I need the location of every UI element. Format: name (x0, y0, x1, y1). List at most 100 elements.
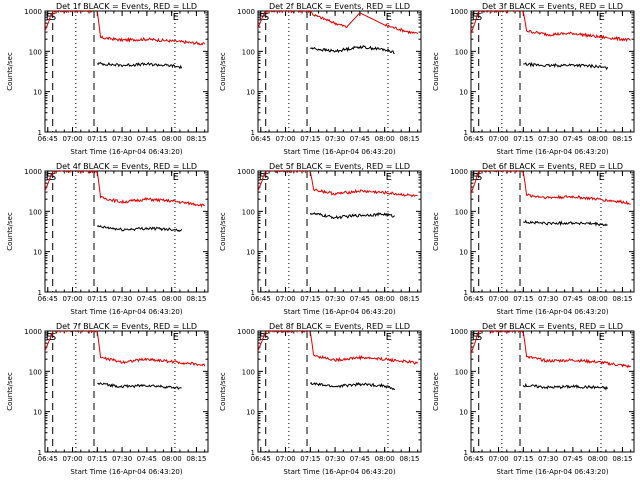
x-tick-label: 08:00 (588, 295, 608, 303)
x-axis-label: Start Time (16-Apr-04 06:43:20) (496, 468, 608, 476)
x-axis-label: Start Time (16-Apr-04 06:43:20) (70, 468, 182, 476)
y-axis-label: Counts/sec (432, 212, 440, 251)
lld-series-line (471, 11, 631, 43)
lld-series-line (471, 171, 631, 205)
chart-title: Det 6f BLACK = Events, RED = LLD (482, 162, 623, 171)
y-tick-label: 1 (251, 289, 255, 297)
x-axis-label: Start Time (16-Apr-04 06:43:20) (496, 148, 608, 156)
x-tick-label: 06:45 (38, 455, 58, 463)
y-tick-label: 1 (464, 449, 468, 457)
y-axis-label: Counts/sec (219, 212, 227, 251)
x-tick-label: 07:00 (275, 135, 295, 143)
x-tick-label: 07:45 (563, 295, 583, 303)
segment-marker: S (263, 172, 269, 183)
x-tick-label: 07:00 (488, 135, 508, 143)
x-tick-label: 08:15 (399, 295, 419, 303)
y-axis-label: Counts/sec (6, 52, 14, 91)
detector-chart-4: Det 4f BLACK = Events, RED = LLD Counts/s… (6, 162, 209, 316)
y-axis-label: Counts/sec (219, 372, 227, 411)
x-tick-label: 07:45 (563, 455, 583, 463)
x-tick-label: 07:15 (87, 295, 107, 303)
y-tick-label: 1000 (24, 328, 42, 336)
y-tick-label: 10 (459, 409, 468, 417)
segment-marker: E (599, 172, 605, 183)
y-tick-label: 100 (29, 208, 42, 216)
segment-marker: S (50, 12, 56, 23)
segment-marker: S (50, 172, 56, 183)
lld-series-line (471, 331, 632, 369)
events-series-line (309, 211, 395, 220)
x-tick-label: 07:15 (300, 455, 320, 463)
x-tick-label: 07:15 (513, 295, 533, 303)
x-tick-label: 06:45 (464, 295, 484, 303)
plot-frame (470, 330, 635, 453)
x-tick-label: 07:15 (87, 135, 107, 143)
x-tick-label: 08:15 (186, 455, 206, 463)
segment-marker: E (599, 332, 605, 343)
segment-marker: S (263, 12, 269, 23)
y-tick-label: 1 (251, 129, 255, 137)
y-tick-label: 10 (459, 89, 468, 97)
segment-marker: S (476, 332, 482, 343)
plot-frame (257, 170, 422, 293)
y-axis-label: Counts/sec (432, 372, 440, 411)
y-axis-label: Counts/sec (6, 372, 14, 411)
x-tick-label: 06:45 (251, 295, 271, 303)
x-tick-label: 08:15 (186, 295, 206, 303)
x-tick-label: 07:00 (275, 455, 295, 463)
x-tick-label: 08:00 (375, 135, 395, 143)
events-series-line (523, 61, 609, 71)
x-tick-label: 06:45 (464, 135, 484, 143)
x-tick-label: 07:30 (325, 455, 345, 463)
events-series-line (96, 61, 183, 70)
x-tick-label: 07:45 (350, 135, 370, 143)
x-tick-label: 07:00 (275, 295, 295, 303)
segment-marker: E (472, 12, 478, 23)
x-tick-label: 07:15 (300, 295, 320, 303)
x-tick-label: 07:00 (62, 295, 82, 303)
chart-title: Det 9f BLACK = Events, RED = LLD (482, 322, 623, 331)
segment-marker: E (173, 172, 179, 183)
lld-series-line (45, 171, 205, 208)
y-tick-label: 100 (455, 48, 468, 56)
x-tick-label: 08:15 (186, 135, 206, 143)
plot-frame (470, 170, 635, 293)
chart-title: Det 5f BLACK = Events, RED = LLD (269, 162, 410, 171)
x-tick-label: 06:45 (251, 455, 271, 463)
segment-marker: E (472, 332, 478, 343)
chart-title: Det 7f BLACK = Events, RED = LLD (56, 322, 197, 331)
x-tick-label: 08:00 (162, 295, 182, 303)
segment-marker: E (386, 332, 392, 343)
x-tick-label: 08:15 (612, 295, 632, 303)
x-tick-label: 08:00 (162, 455, 182, 463)
x-tick-label: 07:15 (513, 135, 533, 143)
chart-title: Det 3f BLACK = Events, RED = LLD (482, 2, 623, 11)
x-tick-label: 07:30 (112, 295, 132, 303)
x-tick-label: 07:00 (62, 135, 82, 143)
y-tick-label: 1000 (24, 8, 42, 16)
detector-chart-6: Det 6f BLACK = Events, RED = LLD Counts/s… (432, 162, 635, 316)
y-tick-label: 1 (38, 289, 42, 297)
x-axis-label: Start Time (16-Apr-04 06:43:20) (496, 308, 608, 316)
segment-marker: E (386, 172, 392, 183)
y-tick-label: 1000 (237, 168, 255, 176)
x-tick-label: 08:15 (399, 455, 419, 463)
detector-chart-3: Det 3f BLACK = Events, RED = LLD Counts/s… (432, 2, 635, 156)
x-tick-label: 07:30 (538, 455, 558, 463)
y-tick-label: 1000 (24, 168, 42, 176)
y-tick-label: 1 (38, 129, 42, 137)
y-tick-label: 100 (242, 48, 255, 56)
lld-series-line (258, 331, 419, 365)
x-tick-label: 08:00 (375, 455, 395, 463)
y-tick-label: 10 (33, 249, 42, 257)
y-tick-label: 1 (464, 289, 468, 297)
y-axis-label: Counts/sec (6, 212, 14, 251)
segment-marker: E (173, 332, 179, 343)
y-tick-label: 10 (246, 409, 255, 417)
y-tick-label: 100 (242, 208, 255, 216)
y-tick-label: 100 (455, 208, 468, 216)
y-axis-label: Counts/sec (219, 52, 227, 91)
segment-marker: E (173, 12, 179, 23)
segment-marker: E (472, 172, 478, 183)
x-tick-label: 08:15 (399, 135, 419, 143)
